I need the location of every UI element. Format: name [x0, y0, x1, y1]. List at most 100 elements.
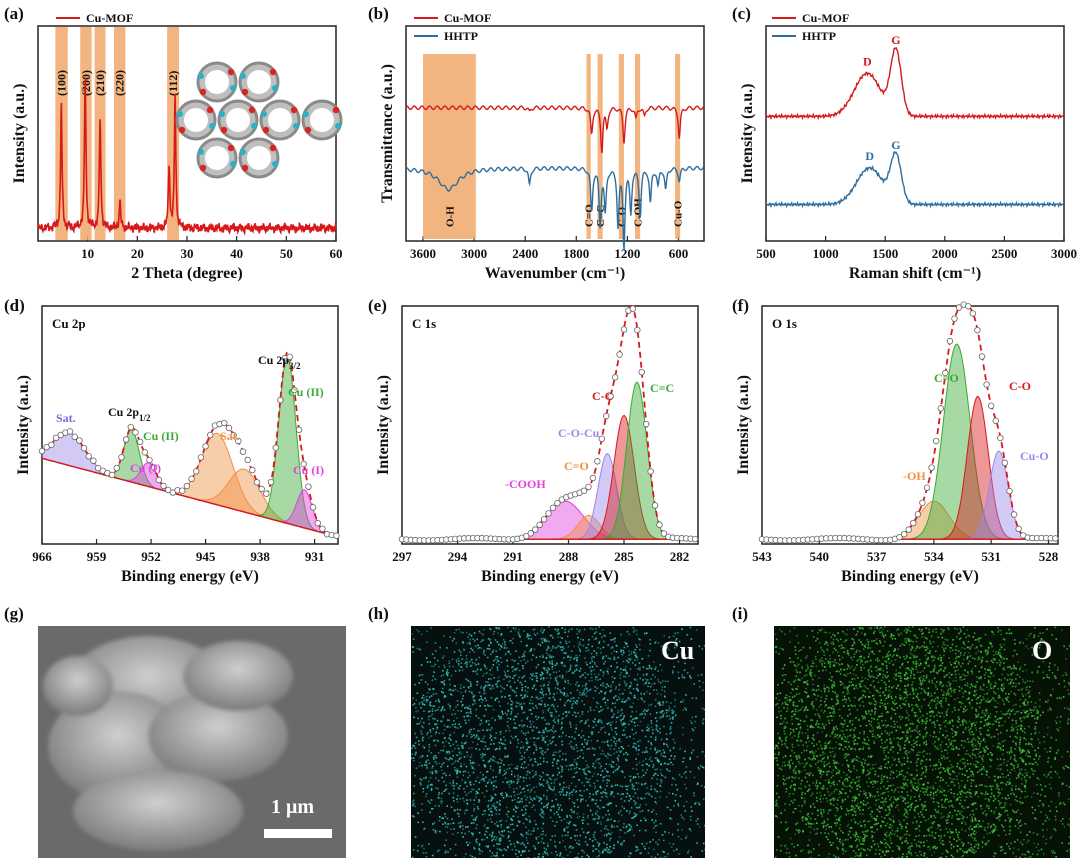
map-dot [425, 856, 428, 858]
map-dot [611, 716, 613, 719]
map-dot [451, 658, 454, 660]
map-dot [529, 699, 532, 701]
map-dot [615, 805, 617, 807]
map-dot [455, 659, 458, 661]
map-dot [584, 685, 587, 687]
map-dot [1023, 704, 1025, 706]
map-dot [485, 845, 488, 848]
map-dot [854, 696, 856, 699]
map-dot [436, 709, 438, 711]
map-dot [562, 752, 564, 755]
map-dot [620, 714, 622, 717]
map-dot [450, 689, 452, 692]
map-dot [436, 719, 439, 722]
map-dot [595, 654, 598, 657]
map-dot [574, 712, 577, 714]
map-dot [679, 795, 682, 798]
map-dot [507, 709, 509, 712]
map-dot [535, 786, 538, 788]
map-dot [600, 792, 602, 794]
map-dot [460, 832, 463, 834]
map-dot [602, 674, 604, 677]
map-dot [535, 656, 538, 659]
map-dot [527, 857, 529, 858]
raw-data-point [253, 479, 261, 486]
map-dot [532, 629, 535, 631]
map-dot [576, 757, 579, 760]
map-dot [581, 855, 583, 858]
map-dot [505, 771, 508, 774]
map-dot [848, 741, 850, 744]
map-dot [529, 777, 531, 779]
map-dot [596, 848, 598, 850]
map-dot [636, 673, 639, 676]
map-dot [674, 741, 676, 744]
map-dot [545, 656, 548, 659]
map-dot [959, 724, 962, 727]
map-dot [561, 721, 563, 723]
map-dot [510, 706, 513, 709]
map-dot [529, 650, 531, 652]
map-dot [884, 730, 887, 733]
map-dot [466, 803, 469, 806]
map-dot [491, 811, 493, 813]
map-dot [413, 802, 415, 805]
map-dot [821, 788, 824, 790]
map-dot [603, 741, 606, 743]
map-dot [1056, 697, 1059, 699]
map-dot [486, 748, 489, 750]
map-dot [533, 827, 535, 830]
map-dot [564, 702, 567, 704]
map-dot [782, 778, 785, 780]
map-dot [612, 715, 614, 718]
map-dot [886, 676, 888, 679]
map-dot [660, 772, 662, 774]
map-dot [527, 746, 530, 748]
map-dot [540, 802, 543, 805]
map-dot [515, 849, 517, 851]
map-dot [539, 757, 542, 759]
map-dot [490, 807, 492, 810]
map-dot [440, 797, 443, 800]
map-dot [643, 817, 646, 819]
map-dot [517, 679, 519, 682]
map-dot [599, 632, 601, 635]
map-dot [635, 633, 638, 636]
map-dot [697, 818, 699, 820]
map-dot [554, 834, 556, 837]
map-dot [454, 688, 457, 691]
map-dot [415, 751, 417, 754]
map-dot [507, 710, 510, 713]
map-dot [854, 821, 857, 823]
map-dot [629, 775, 632, 778]
map-dot [483, 628, 485, 631]
map-dot [926, 788, 928, 791]
peak-annotation: Sat. [56, 411, 76, 425]
map-dot [565, 640, 567, 643]
map-dot [876, 791, 879, 793]
map-dot [859, 656, 861, 658]
map-dot [480, 695, 482, 698]
inset-cu-atom [219, 111, 225, 117]
map-dot [481, 838, 483, 841]
map-dot [413, 785, 415, 787]
map-dot [633, 776, 635, 778]
map-dot [466, 707, 469, 709]
map-dot [417, 709, 419, 712]
map-dot [854, 739, 856, 741]
map-dot [900, 632, 903, 635]
map-dot [501, 686, 504, 689]
map-dot [1045, 838, 1048, 840]
map-dot [558, 772, 560, 774]
xrd-chart: 10 20 30 40 50 602 Theta (degree)Intensity (a… [11, 11, 343, 282]
map-dot [701, 850, 704, 852]
map-dot [521, 676, 523, 679]
map-dot [566, 693, 568, 695]
map-dot [478, 831, 481, 834]
map-dot [511, 819, 514, 822]
map-dot [597, 731, 600, 733]
map-dot [511, 708, 514, 711]
map-dot [896, 830, 899, 832]
map-dot [473, 737, 476, 739]
map-dot [514, 722, 516, 725]
